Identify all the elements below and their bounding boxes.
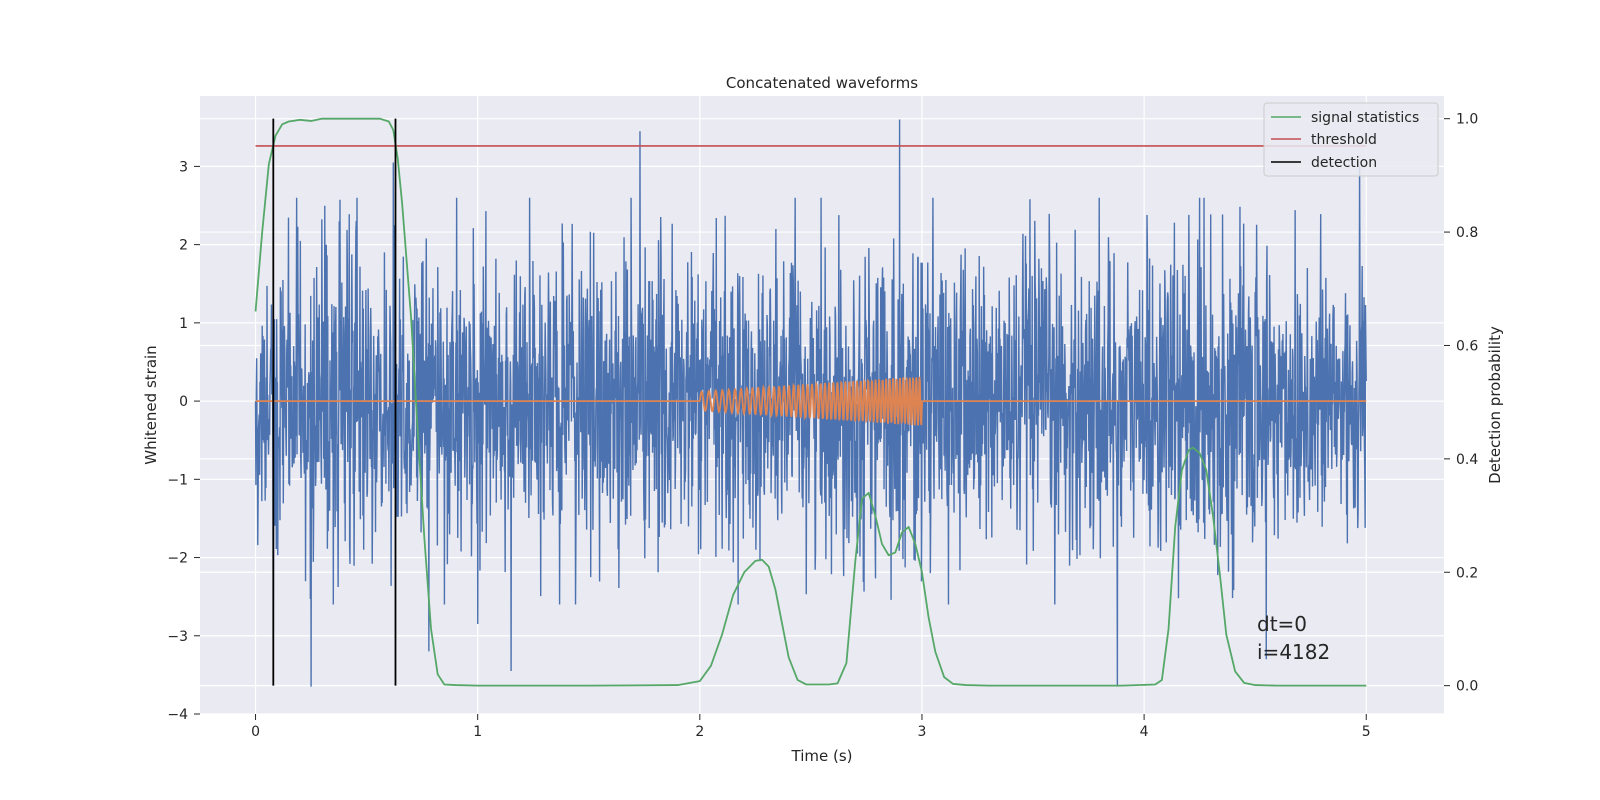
legend-label-signal-statistics: signal statistics — [1311, 110, 1419, 126]
right-y-tick-label: 1.0 — [1456, 112, 1478, 128]
series-signal-statistics — [254, 117, 1367, 687]
x-tick-label: 3 — [918, 724, 927, 740]
right-y-axis-label: Detection probability — [1486, 326, 1504, 484]
left-y-tick-label: 2 — [179, 238, 188, 254]
right-y-tick-label: 0.2 — [1456, 565, 1478, 581]
legend-box — [1263, 102, 1439, 177]
annotation-i: i=4182 — [1257, 640, 1330, 664]
plot-layer — [254, 117, 1367, 687]
annotation-dt: dt=0 — [1257, 612, 1307, 636]
x-tick-label: 4 — [1140, 724, 1149, 740]
right-y-tick-label: 0.6 — [1456, 338, 1478, 354]
right-y-tick-label: 0.4 — [1456, 452, 1478, 468]
right-y-tick-label: 0.8 — [1456, 225, 1478, 241]
left-y-tick-label: 0 — [179, 394, 188, 410]
left-y-tick-label: 1 — [179, 316, 188, 332]
left-y-tick-label: −3 — [167, 629, 188, 645]
x-tick-label: 5 — [1362, 724, 1371, 740]
left-y-tick-label: −1 — [167, 472, 188, 488]
legend-label-threshold: threshold — [1311, 132, 1377, 148]
left-y-tick-label: 3 — [179, 159, 188, 175]
x-tick-label: 0 — [251, 724, 260, 740]
left-y-tick-label: −2 — [167, 551, 188, 567]
x-axis-label: Time (s) — [791, 747, 853, 765]
legend: signal statistics threshold detection — [1263, 102, 1439, 177]
series-whitened-strain-noise — [254, 119, 1367, 687]
chart-title: Concatenated waveforms — [726, 74, 918, 92]
axes-layer: 0 1 2 3 4 5 −4 −3 −2 −1 0 1 2 3 0.0 0.2 0.4 0.6 0.8 1.0 — [167, 112, 1478, 740]
x-tick-label: 1 — [473, 724, 482, 740]
series-chirp-waveform — [255, 376, 1367, 426]
x-tick-label: 2 — [695, 724, 704, 740]
legend-label-detection: detection — [1311, 155, 1377, 171]
right-y-tick-label: 0.0 — [1456, 679, 1478, 695]
left-y-tick-label: −4 — [167, 707, 188, 723]
left-y-axis-label: Whitened strain — [142, 345, 160, 464]
